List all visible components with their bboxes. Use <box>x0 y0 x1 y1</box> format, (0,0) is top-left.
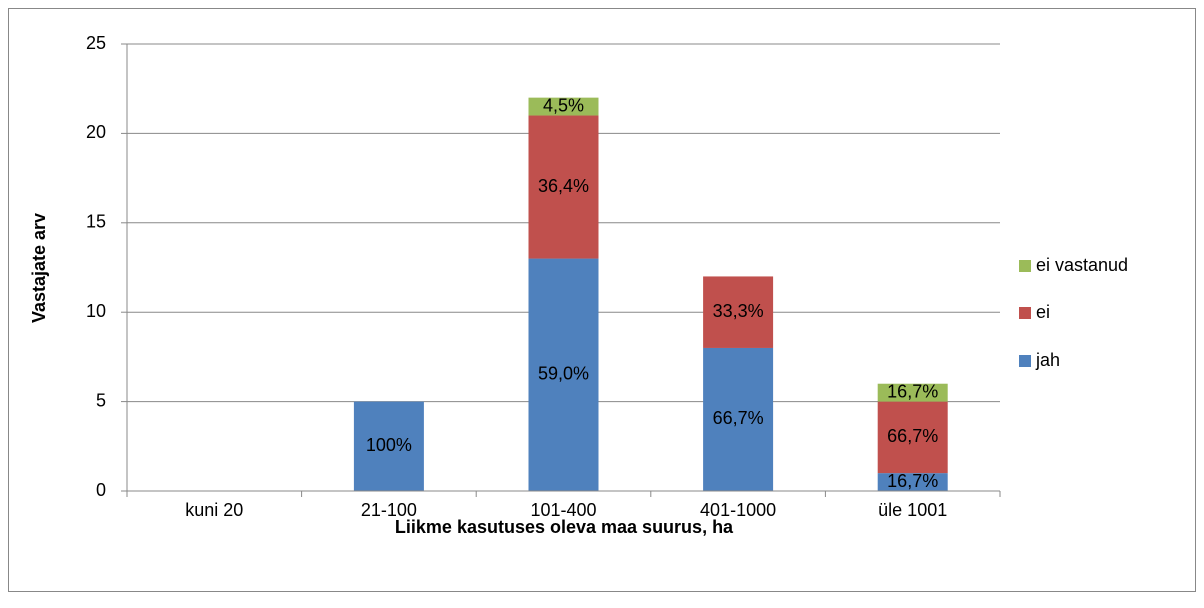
legend-label: ei vastanud <box>1036 255 1128 275</box>
data-label: 33,3% <box>713 301 764 321</box>
bar-segment <box>703 276 774 348</box>
legend-label: ei <box>1036 302 1050 322</box>
x-tick-label: 401-1000 <box>700 500 776 520</box>
bar-segment <box>528 115 599 259</box>
data-label: 100% <box>366 435 412 455</box>
data-label: 36,4% <box>538 176 589 196</box>
x-tick-label: üle 1001 <box>878 500 947 520</box>
y-tick-label: 10 <box>86 301 106 321</box>
bar-segment <box>877 473 948 491</box>
y-tick-label: 20 <box>86 122 106 142</box>
bar-segment <box>877 401 948 474</box>
y-tick-label: 5 <box>96 390 106 410</box>
legend-swatch <box>1019 307 1031 319</box>
bar-segment <box>703 347 774 491</box>
data-label: 59,0% <box>538 364 589 384</box>
legend-label: jah <box>1035 350 1060 370</box>
y-tick-label: 15 <box>86 212 106 232</box>
bar-segment <box>877 383 948 402</box>
data-label: 16,7% <box>887 471 938 491</box>
y-tick-label: 25 <box>86 33 106 53</box>
y-axis-label: Vastajate arv <box>29 213 49 323</box>
data-label: 66,7% <box>887 426 938 446</box>
x-tick-label: kuni 20 <box>185 500 243 520</box>
data-label: 16,7% <box>887 381 938 401</box>
chart-border <box>8 8 1196 592</box>
bar-segment <box>528 97 599 116</box>
x-tick-label: 101-400 <box>530 500 596 520</box>
y-tick-label: 0 <box>96 480 106 500</box>
legend-swatch <box>1019 260 1031 272</box>
data-label: 66,7% <box>713 408 764 428</box>
legend-swatch <box>1019 355 1031 367</box>
x-axis-label: Liikme kasutuses oleva maa suurus, ha <box>395 517 734 537</box>
bar-segment <box>353 401 424 491</box>
x-tick-label: 21-100 <box>361 500 417 520</box>
bar-segment <box>528 258 599 491</box>
data-label: 4,5% <box>543 95 584 115</box>
